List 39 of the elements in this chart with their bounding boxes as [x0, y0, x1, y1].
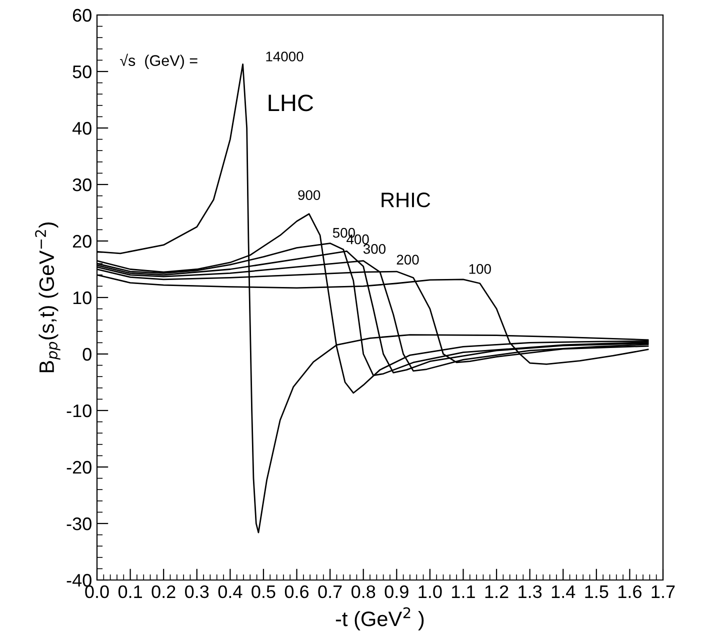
x-tick-label: 1.0: [418, 585, 442, 598]
annotation: RHIC: [382, 192, 430, 208]
x-tick-label: 0.8: [352, 585, 376, 598]
x-tick-label: 1.6: [618, 585, 642, 598]
annotation: √s (GeV) =: [120, 54, 198, 70]
y-tick-label: 40: [72, 122, 92, 135]
x-axis-title: -t (GeV$^{2}$ ): [336, 607, 424, 630]
annotation: LHC: [268, 94, 314, 112]
y-tick-label: -20: [66, 460, 92, 474]
x-tick-label: 0.1: [118, 585, 142, 598]
y-axis-title: B$_{pp}$(s,t) (GeV$^{−2}$): [35, 222, 60, 372]
x-tick-label: 1.3: [518, 585, 542, 598]
series-label: 200: [396, 254, 419, 265]
x-tick-label: 0.0: [85, 585, 109, 598]
series-label: 14000: [266, 52, 304, 62]
series-label: 300: [363, 244, 386, 254]
x-tick-label: 1.1: [452, 586, 475, 598]
x-tick-label: 0.9: [384, 585, 408, 598]
y-tick-label: 30: [72, 178, 92, 192]
y-tick-label: -40: [66, 574, 92, 587]
y-tick-label: 60: [72, 8, 92, 22]
y-tick-label: 20: [72, 234, 92, 248]
y-tick-label: 0: [82, 348, 92, 361]
x-tick-label: 0.5: [252, 585, 276, 598]
y-tick-label: 10: [73, 291, 92, 304]
x-tick-label: 0.4: [218, 585, 242, 598]
x-tick-label: 0.3: [185, 585, 209, 598]
x-tick-label: 0.7: [318, 585, 342, 598]
x-tick-label: 1.4: [552, 586, 576, 598]
y-tick-label: -30: [66, 517, 92, 530]
y-tick-label: -10: [66, 404, 92, 418]
y-tick-label: 50: [72, 65, 92, 78]
x-tick-label: 1.5: [585, 586, 608, 598]
series-label: 900: [298, 190, 320, 200]
x-tick-label: 1.2: [485, 585, 508, 598]
series-label: 100: [469, 264, 491, 274]
x-tick-label: 0.6: [284, 585, 309, 598]
x-tick-label: 1.7: [652, 586, 675, 598]
x-tick-label: 0.2: [152, 585, 176, 598]
